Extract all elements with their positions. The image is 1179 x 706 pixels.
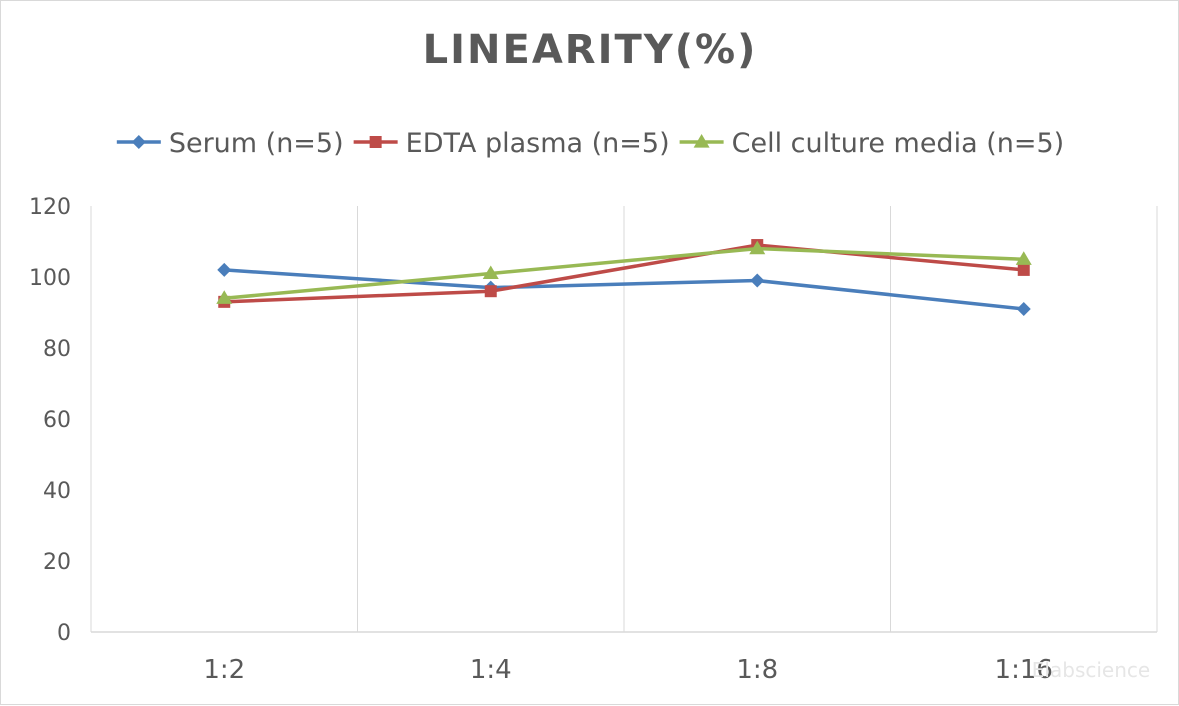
series-layer	[216, 239, 1032, 316]
y-tick-label: 120	[29, 195, 71, 220]
series-1	[217, 262, 1031, 316]
data-point	[1016, 301, 1031, 316]
x-tick-label: 1:4	[470, 655, 512, 685]
data-point	[750, 273, 765, 288]
gridlines	[90, 206, 1158, 633]
data-point	[217, 262, 232, 277]
legend-item: Cell culture media (n=5)	[679, 128, 1065, 159]
data-point	[1017, 263, 1030, 276]
x-tick-label: 1:16	[995, 655, 1053, 685]
y-tick-label: 60	[43, 408, 71, 433]
y-axis: 0 20 40 60 80 100 120	[29, 195, 71, 646]
watermark: Elabscience	[1032, 658, 1150, 682]
series-line	[224, 243, 1024, 304]
y-tick-label: 20	[43, 550, 71, 575]
data-point	[484, 285, 497, 298]
series-line	[224, 246, 1024, 301]
legend-marker	[693, 134, 710, 148]
legend-item: EDTA plasma (n=5)	[353, 128, 670, 159]
y-tick-label: 40	[43, 479, 71, 504]
data-point	[1015, 251, 1032, 265]
chart-title: LINEARITY(%)	[423, 27, 758, 73]
legend: Serum (n=5) EDTA plasma (n=5) Cell culture…	[116, 128, 1065, 159]
y-tick-label: 100	[29, 266, 71, 291]
y-tick-label: 0	[57, 621, 71, 646]
series-line	[224, 268, 1024, 311]
legend-label: Serum (n=5)	[169, 128, 344, 159]
series-3	[216, 240, 1032, 304]
data-point	[749, 240, 766, 255]
legend-label: Cell culture media (n=5)	[732, 128, 1065, 159]
data-point	[482, 265, 499, 280]
legend-marker	[131, 135, 146, 149]
legend-item: Serum (n=5)	[116, 128, 344, 159]
x-tick-label: 1:2	[203, 655, 245, 685]
legend-marker	[369, 136, 382, 148]
legend-label: EDTA plasma (n=5)	[406, 128, 670, 159]
x-axis: 1:2 1:4 1:8 1:16	[203, 655, 1053, 685]
x-tick-label: 1:8	[736, 655, 778, 685]
y-tick-label: 80	[43, 337, 71, 362]
data-point	[216, 290, 233, 304]
